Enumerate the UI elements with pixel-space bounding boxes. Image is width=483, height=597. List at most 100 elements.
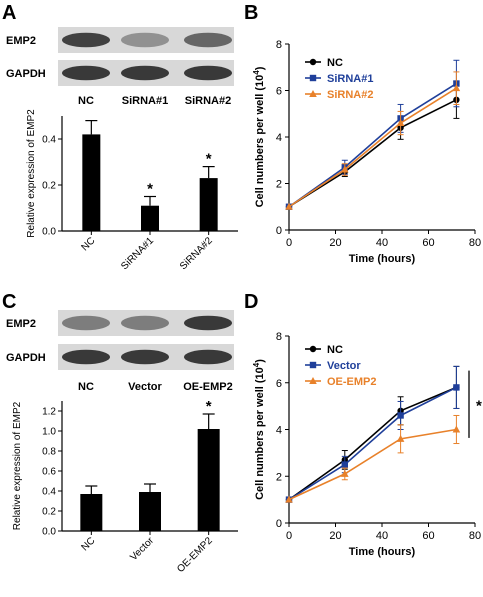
data-point bbox=[396, 434, 405, 442]
y-tick-label: 0.6 bbox=[42, 467, 56, 478]
legend-marker bbox=[309, 90, 317, 97]
legend-marker bbox=[309, 361, 317, 369]
blot-lane-label: OE-EMP2 bbox=[183, 381, 233, 393]
x-tick-label: Vector bbox=[128, 535, 156, 563]
y-tick-label: 0.2 bbox=[42, 181, 56, 192]
data-point bbox=[285, 495, 293, 503]
blot-band bbox=[184, 65, 232, 81]
y-tick-label: 2 bbox=[276, 179, 282, 191]
legend-label: OE-EMP2 bbox=[327, 376, 377, 388]
series-line bbox=[288, 87, 457, 208]
y-tick-label: 8 bbox=[276, 331, 282, 343]
y-axis-label: Cell numbers per well (104) bbox=[252, 66, 266, 207]
y-axis-label: Relative expression of EMP2 bbox=[12, 401, 23, 530]
data-point bbox=[396, 119, 405, 127]
blot-lane-label: NC bbox=[78, 95, 94, 107]
bar-chart-a: 0.0 0.2 0.4 NC * SiRNA#1 * SiRNA#2 Relative expr… bbox=[26, 109, 238, 272]
y-tick-label: 8 bbox=[276, 39, 282, 51]
series-line bbox=[288, 82, 457, 208]
x-tick-label: NC bbox=[79, 535, 97, 553]
x-tick-label: 40 bbox=[376, 530, 388, 542]
bar bbox=[82, 134, 101, 231]
y-axis-label: Cell numbers per well (104) bbox=[252, 359, 266, 500]
y-tick-label: 1.2 bbox=[42, 407, 56, 418]
western-blot-a: EMP2 GAPDH NC SiRNA#1 SiRNA#2 bbox=[6, 27, 234, 107]
x-tick-label: OE-EMP2 bbox=[175, 535, 215, 575]
y-tick-label: 0.2 bbox=[42, 507, 56, 518]
y-axis-label: Relative expression of EMP2 bbox=[26, 109, 37, 238]
y-tick-label: 4 bbox=[276, 132, 282, 144]
x-tick-label: 20 bbox=[329, 530, 341, 542]
y-tick-label: 6 bbox=[276, 86, 282, 98]
x-tick-label: 0 bbox=[286, 237, 292, 249]
x-axis-label: Time (hours) bbox=[349, 546, 416, 558]
blot-lane-label: NC bbox=[78, 381, 94, 393]
y-tick-label: 0 bbox=[276, 225, 282, 237]
y-tick-label: 1.0 bbox=[42, 427, 56, 438]
y-axis-label-sup: 4 bbox=[252, 70, 261, 75]
bar-chart-c: 0.0 0.2 0.4 0.6 0.8 1.0 1.2 NC Vector * OE-EMP2 Rel… bbox=[12, 398, 238, 575]
legend-marker bbox=[309, 377, 317, 384]
x-tick-label: 60 bbox=[422, 237, 434, 249]
y-axis-label-main: Cell numbers per well (10 bbox=[254, 75, 266, 208]
y-tick-label: 0.0 bbox=[42, 227, 56, 238]
significance-mark: * bbox=[147, 181, 153, 198]
legend-marker bbox=[309, 345, 317, 353]
panel-letter-a: A bbox=[2, 2, 16, 24]
bar bbox=[141, 205, 159, 231]
x-tick-label: 60 bbox=[422, 530, 434, 542]
significance-mark: * bbox=[206, 398, 212, 415]
panel-letter-d: D bbox=[244, 291, 258, 313]
significance-mark: * bbox=[476, 397, 482, 414]
blot-row-label: EMP2 bbox=[6, 35, 36, 47]
bar bbox=[80, 494, 103, 531]
legend-label: Vector bbox=[327, 360, 361, 372]
bar bbox=[199, 178, 218, 231]
blot-band bbox=[121, 315, 169, 331]
y-tick-label: 4 bbox=[276, 425, 282, 437]
y-tick-label: 0.4 bbox=[42, 135, 56, 146]
x-tick-label: 80 bbox=[469, 237, 481, 249]
bar bbox=[197, 429, 220, 531]
blot-row-label: GAPDH bbox=[6, 68, 46, 80]
panel-letter-b: B bbox=[244, 2, 258, 24]
blot-band bbox=[62, 65, 110, 81]
blot-band bbox=[62, 315, 110, 331]
x-axis-label: Time (hours) bbox=[349, 253, 416, 265]
significance-mark: * bbox=[206, 151, 212, 168]
y-tick-label: 2 bbox=[276, 471, 282, 483]
series-line bbox=[288, 386, 457, 501]
panel-letter-c: C bbox=[2, 291, 16, 313]
blot-row-label: EMP2 bbox=[6, 318, 36, 330]
blot-row-label: GAPDH bbox=[6, 352, 46, 364]
x-tick-label: 40 bbox=[376, 237, 388, 249]
y-axis-label-sup: 4 bbox=[252, 362, 261, 367]
x-tick-label: NC bbox=[79, 235, 97, 253]
x-tick-label: 20 bbox=[329, 237, 341, 249]
blot-band bbox=[62, 349, 110, 365]
blot-lane-label: Vector bbox=[128, 381, 162, 393]
data-point bbox=[452, 425, 461, 433]
y-axis-label-end: ) bbox=[254, 359, 266, 363]
blot-band bbox=[62, 32, 110, 48]
y-tick-label: 6 bbox=[276, 378, 282, 390]
blot-band bbox=[184, 32, 232, 48]
legend-marker bbox=[309, 74, 317, 82]
western-blot-c: EMP2 GAPDH NC Vector OE-EMP2 bbox=[6, 310, 234, 393]
legend-label: SiRNA#2 bbox=[327, 89, 373, 101]
series-line bbox=[288, 386, 457, 501]
y-tick-label: 0.4 bbox=[42, 487, 56, 498]
data-point bbox=[452, 84, 461, 92]
blot-band bbox=[121, 65, 169, 81]
blot-band bbox=[121, 349, 169, 365]
y-axis-label-end: ) bbox=[254, 66, 266, 70]
data-point bbox=[341, 469, 349, 477]
data-point bbox=[453, 384, 460, 391]
legend-label: NC bbox=[327, 344, 343, 356]
legend-label: NC bbox=[327, 57, 343, 69]
blot-lane-label: SiRNA#2 bbox=[185, 95, 231, 107]
y-tick-label: 0.0 bbox=[42, 527, 56, 538]
